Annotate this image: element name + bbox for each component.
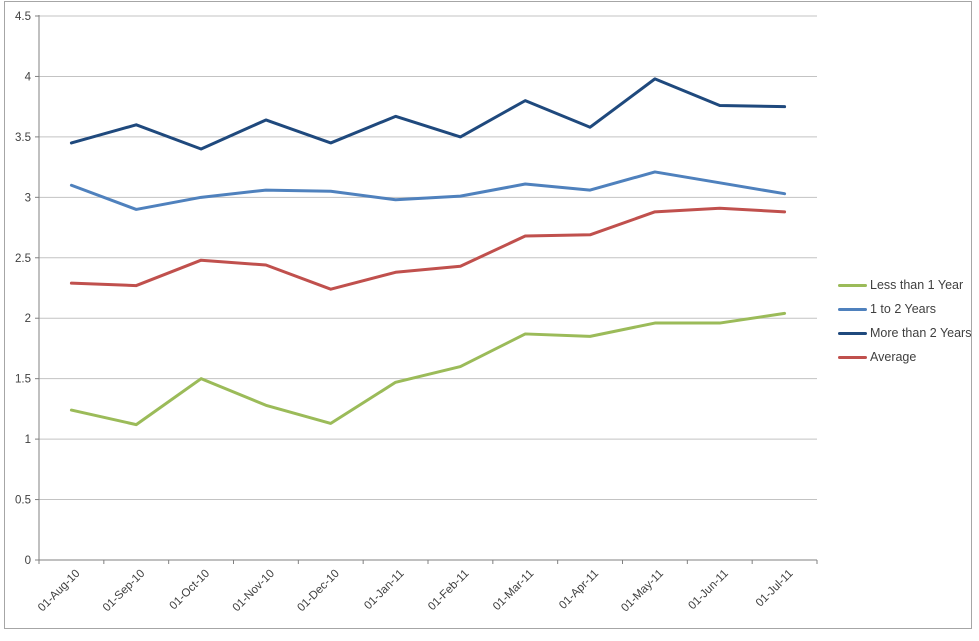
- y-axis-label: 4: [25, 71, 32, 83]
- legend-item-less-than-1-year: Less than 1 Year: [838, 273, 971, 297]
- y-axis-label: 2.5: [15, 253, 31, 265]
- legend: Less than 1 Year 1 to 2 Years More than …: [838, 273, 971, 369]
- chart-frame: 0 0.5 1 1.5 2 2.5 3 3.5 4 4.5 01-Aug-10 01-Sep-10 01…: [4, 1, 972, 629]
- x-axis-label: 01-Jun-11: [686, 568, 731, 613]
- series-line-more-than-2-years: [69, 77, 787, 151]
- legend-label: 1 to 2 Years: [870, 302, 937, 316]
- x-axis-label: 01-Feb-11: [426, 568, 471, 613]
- x-axis-label: 01-Dec-10: [295, 568, 341, 614]
- x-axis-label: 01-Jan-11: [362, 568, 407, 613]
- x-axis-label: 01-May-11: [619, 568, 666, 615]
- legend-swatch-1-to-2-years: [838, 307, 867, 311]
- x-axis-label: 01-Mar-11: [491, 568, 536, 613]
- legend-item-more-than-2-years: More than 2 Years: [838, 321, 971, 345]
- legend-label: Average: [870, 350, 917, 364]
- y-axis-label: 0.5: [15, 495, 31, 507]
- x-axis-label: 01-Apr-11: [557, 568, 601, 612]
- legend-swatch-more-than-2-years: [838, 331, 867, 335]
- x-axis-label: 01-Jul-11: [754, 568, 796, 610]
- legend-label: More than 2 Years: [870, 326, 972, 340]
- y-axis-label: 3.5: [15, 132, 31, 144]
- series-line-less-than-1-year: [69, 311, 787, 427]
- legend-swatch-average: [838, 355, 867, 359]
- series-line-1-to-2-years: [69, 170, 787, 211]
- legend-item-average: Average: [838, 345, 971, 369]
- x-axis-label: 01-Oct-10: [168, 568, 213, 613]
- x-axis-label: 01-Sep-10: [101, 568, 147, 614]
- y-axis-label: 1.5: [15, 374, 31, 386]
- legend-label: Less than 1 Year: [870, 278, 964, 292]
- y-axis-label: 2: [25, 313, 31, 325]
- x-axis-label: 01-Nov-10: [231, 568, 277, 614]
- legend-swatch-less-than-1-year: [838, 283, 867, 287]
- plot-area: 0 0.5 1 1.5 2 2.5 3 3.5 4 4.5 01-Aug-10 01-Sep-10 01…: [15, 11, 818, 615]
- y-axis-label: 4.5: [15, 11, 31, 23]
- x-axis-label: 01-Aug-10: [36, 568, 82, 614]
- y-axis-label: 0: [25, 555, 31, 567]
- legend-item-1-to-2-years: 1 to 2 Years: [838, 297, 971, 321]
- y-axis-label: 1: [25, 434, 31, 446]
- series-line-average: [69, 206, 787, 291]
- y-axis-label: 3: [25, 192, 31, 204]
